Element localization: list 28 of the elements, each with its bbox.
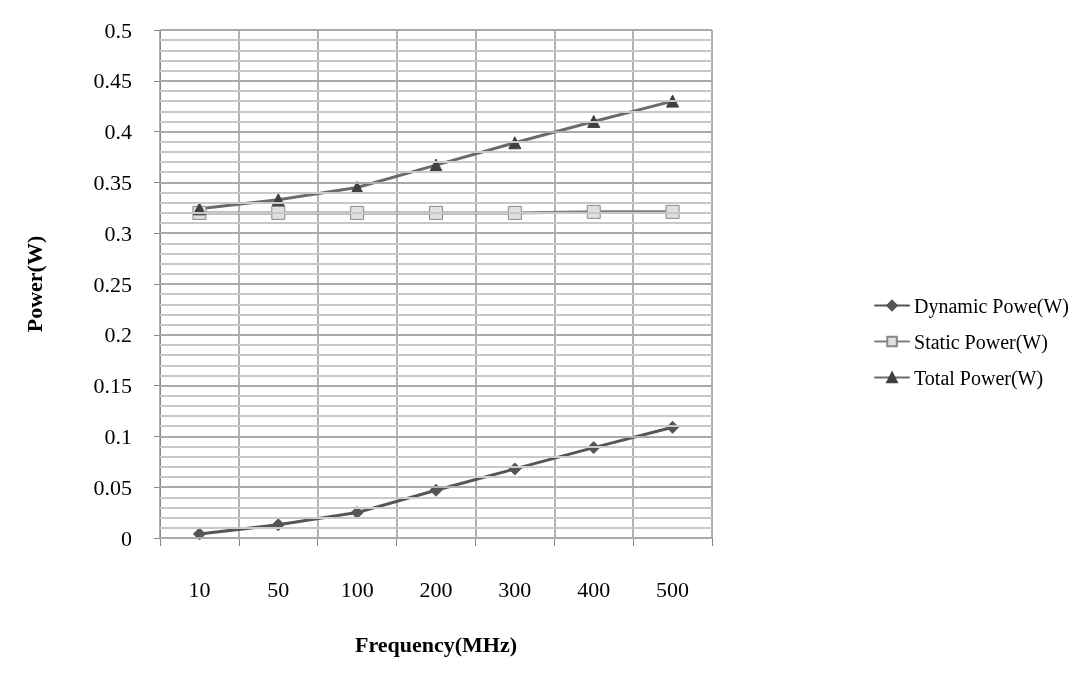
x-axis-title: Frequency(MHz) [354,631,518,657]
y-tick-label: 0.35 [93,169,132,195]
legend-label: Total Power(W) [914,366,1044,390]
x-tick-label: 10 [188,576,211,602]
y-tick-label: 0.2 [104,322,132,348]
y-tick-label: 0.5 [104,17,132,43]
x-tick-label: 500 [656,576,690,602]
y-tick-label: 0.05 [93,474,132,500]
y-tick-label: 0 [121,525,132,551]
legend-label: Dynamic Powe(W) [914,294,1069,318]
y-tick-label: 0.15 [93,373,132,399]
point [429,483,443,497]
legend-label: Static Power(W) [914,330,1048,354]
x-tick-label: 400 [577,576,611,602]
point [587,114,601,128]
x-tick-label: 300 [498,576,532,602]
point [666,94,680,108]
y-tick-label: 0.1 [104,423,132,449]
y-tick-label: 0.45 [93,68,132,94]
x-tick-label: 50 [267,576,290,602]
y-axis-title: Power(W) [21,235,47,333]
point [192,527,206,541]
y-tick-label: 0.4 [104,119,132,145]
y-tick-label: 0.25 [93,271,132,297]
x-tick-label: 200 [419,576,453,602]
x-tick-label: 100 [340,576,374,602]
point [665,204,680,219]
y-tick-label: 0.3 [104,220,132,246]
